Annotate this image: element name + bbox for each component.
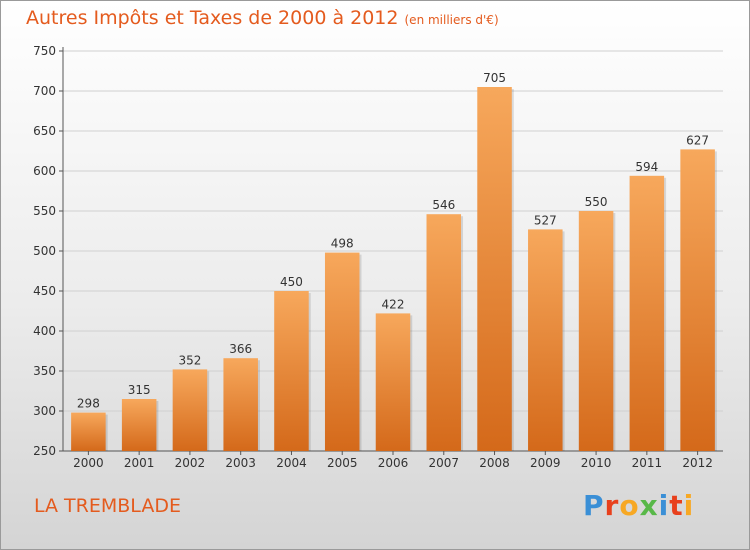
- bar: [578, 211, 614, 451]
- chart-subtitle: (en milliers d'€): [404, 13, 499, 27]
- bar-value-label: 422: [382, 297, 405, 311]
- x-tick-label: 2005: [327, 456, 358, 470]
- bars: [71, 87, 717, 452]
- x-tick-label: 2012: [682, 456, 713, 470]
- logo-letter: r: [604, 489, 620, 522]
- bar: [629, 175, 665, 452]
- bar-value-label: 450: [280, 275, 303, 289]
- chart-title: Autres Impôts et Taxes de 2000 à 2012 (en…: [26, 7, 499, 29]
- bar-value-label: 550: [585, 195, 608, 209]
- x-tick-label: 2001: [124, 456, 155, 470]
- bar: [223, 358, 258, 451]
- bar-value-label: 546: [432, 198, 455, 212]
- bar-value-label: 527: [534, 213, 557, 227]
- y-tick-label: 650: [33, 124, 56, 138]
- logo-letter: i: [683, 489, 695, 522]
- bar: [324, 252, 360, 451]
- bar-value-label: 705: [483, 71, 506, 85]
- y-tick-label: 500: [33, 244, 56, 258]
- logo-letter: i: [658, 489, 670, 522]
- x-tick-label: 2003: [225, 456, 256, 470]
- bar: [680, 149, 715, 451]
- title-text: Autres Impôts et Taxes de 2000 à 2012: [26, 7, 399, 29]
- bar-value-label: 366: [229, 342, 252, 356]
- bar-value-label: 352: [178, 353, 201, 367]
- bar-value-label: 627: [686, 133, 709, 147]
- x-tick-label: 2002: [175, 456, 206, 470]
- data-labels: 298 315 352 366 450 498 422 546 705 527 550 594 627: [77, 71, 709, 411]
- y-tick-label: 250: [33, 444, 56, 458]
- y-tick-label: 700: [33, 84, 56, 98]
- bar: [274, 291, 309, 451]
- bar: [528, 229, 563, 451]
- logo-letter: P: [583, 489, 605, 522]
- bar: [121, 399, 157, 451]
- y-tick-label: 450: [33, 284, 56, 298]
- x-tick-label: 2006: [378, 456, 409, 470]
- y-tick-label: 550: [33, 204, 56, 218]
- commune-name: LA TREMBLADE: [34, 495, 181, 517]
- bar: [477, 87, 512, 451]
- x-tick-label: 2009: [530, 456, 561, 470]
- bar: [375, 313, 411, 451]
- bar-value-label: 498: [331, 237, 354, 251]
- bar: [426, 214, 462, 451]
- bar-value-label: 594: [635, 160, 658, 174]
- y-tick-label: 750: [33, 44, 56, 58]
- x-tick-label: 2000: [73, 456, 104, 470]
- y-tick-label: 400: [33, 324, 56, 338]
- bar-value-label: 298: [77, 397, 100, 411]
- x-tick-label: 2007: [428, 456, 459, 470]
- bar-value-label: 315: [128, 383, 151, 397]
- x-tick-label: 2011: [632, 456, 663, 470]
- x-tick-label: 2008: [479, 456, 510, 470]
- bar: [71, 412, 106, 451]
- y-tick-label: 600: [33, 164, 56, 178]
- x-tick-label: 2004: [276, 456, 307, 470]
- y-tick-label: 350: [33, 364, 56, 378]
- y-tick-label: 300: [33, 404, 56, 418]
- proxiti-logo[interactable]: Proxiti: [583, 489, 694, 522]
- logo-letter: o: [619, 489, 640, 522]
- x-tick-label: 2010: [581, 456, 612, 470]
- logo-letter: x: [639, 489, 659, 522]
- bar: [172, 369, 208, 451]
- logo-letter: t: [669, 489, 684, 522]
